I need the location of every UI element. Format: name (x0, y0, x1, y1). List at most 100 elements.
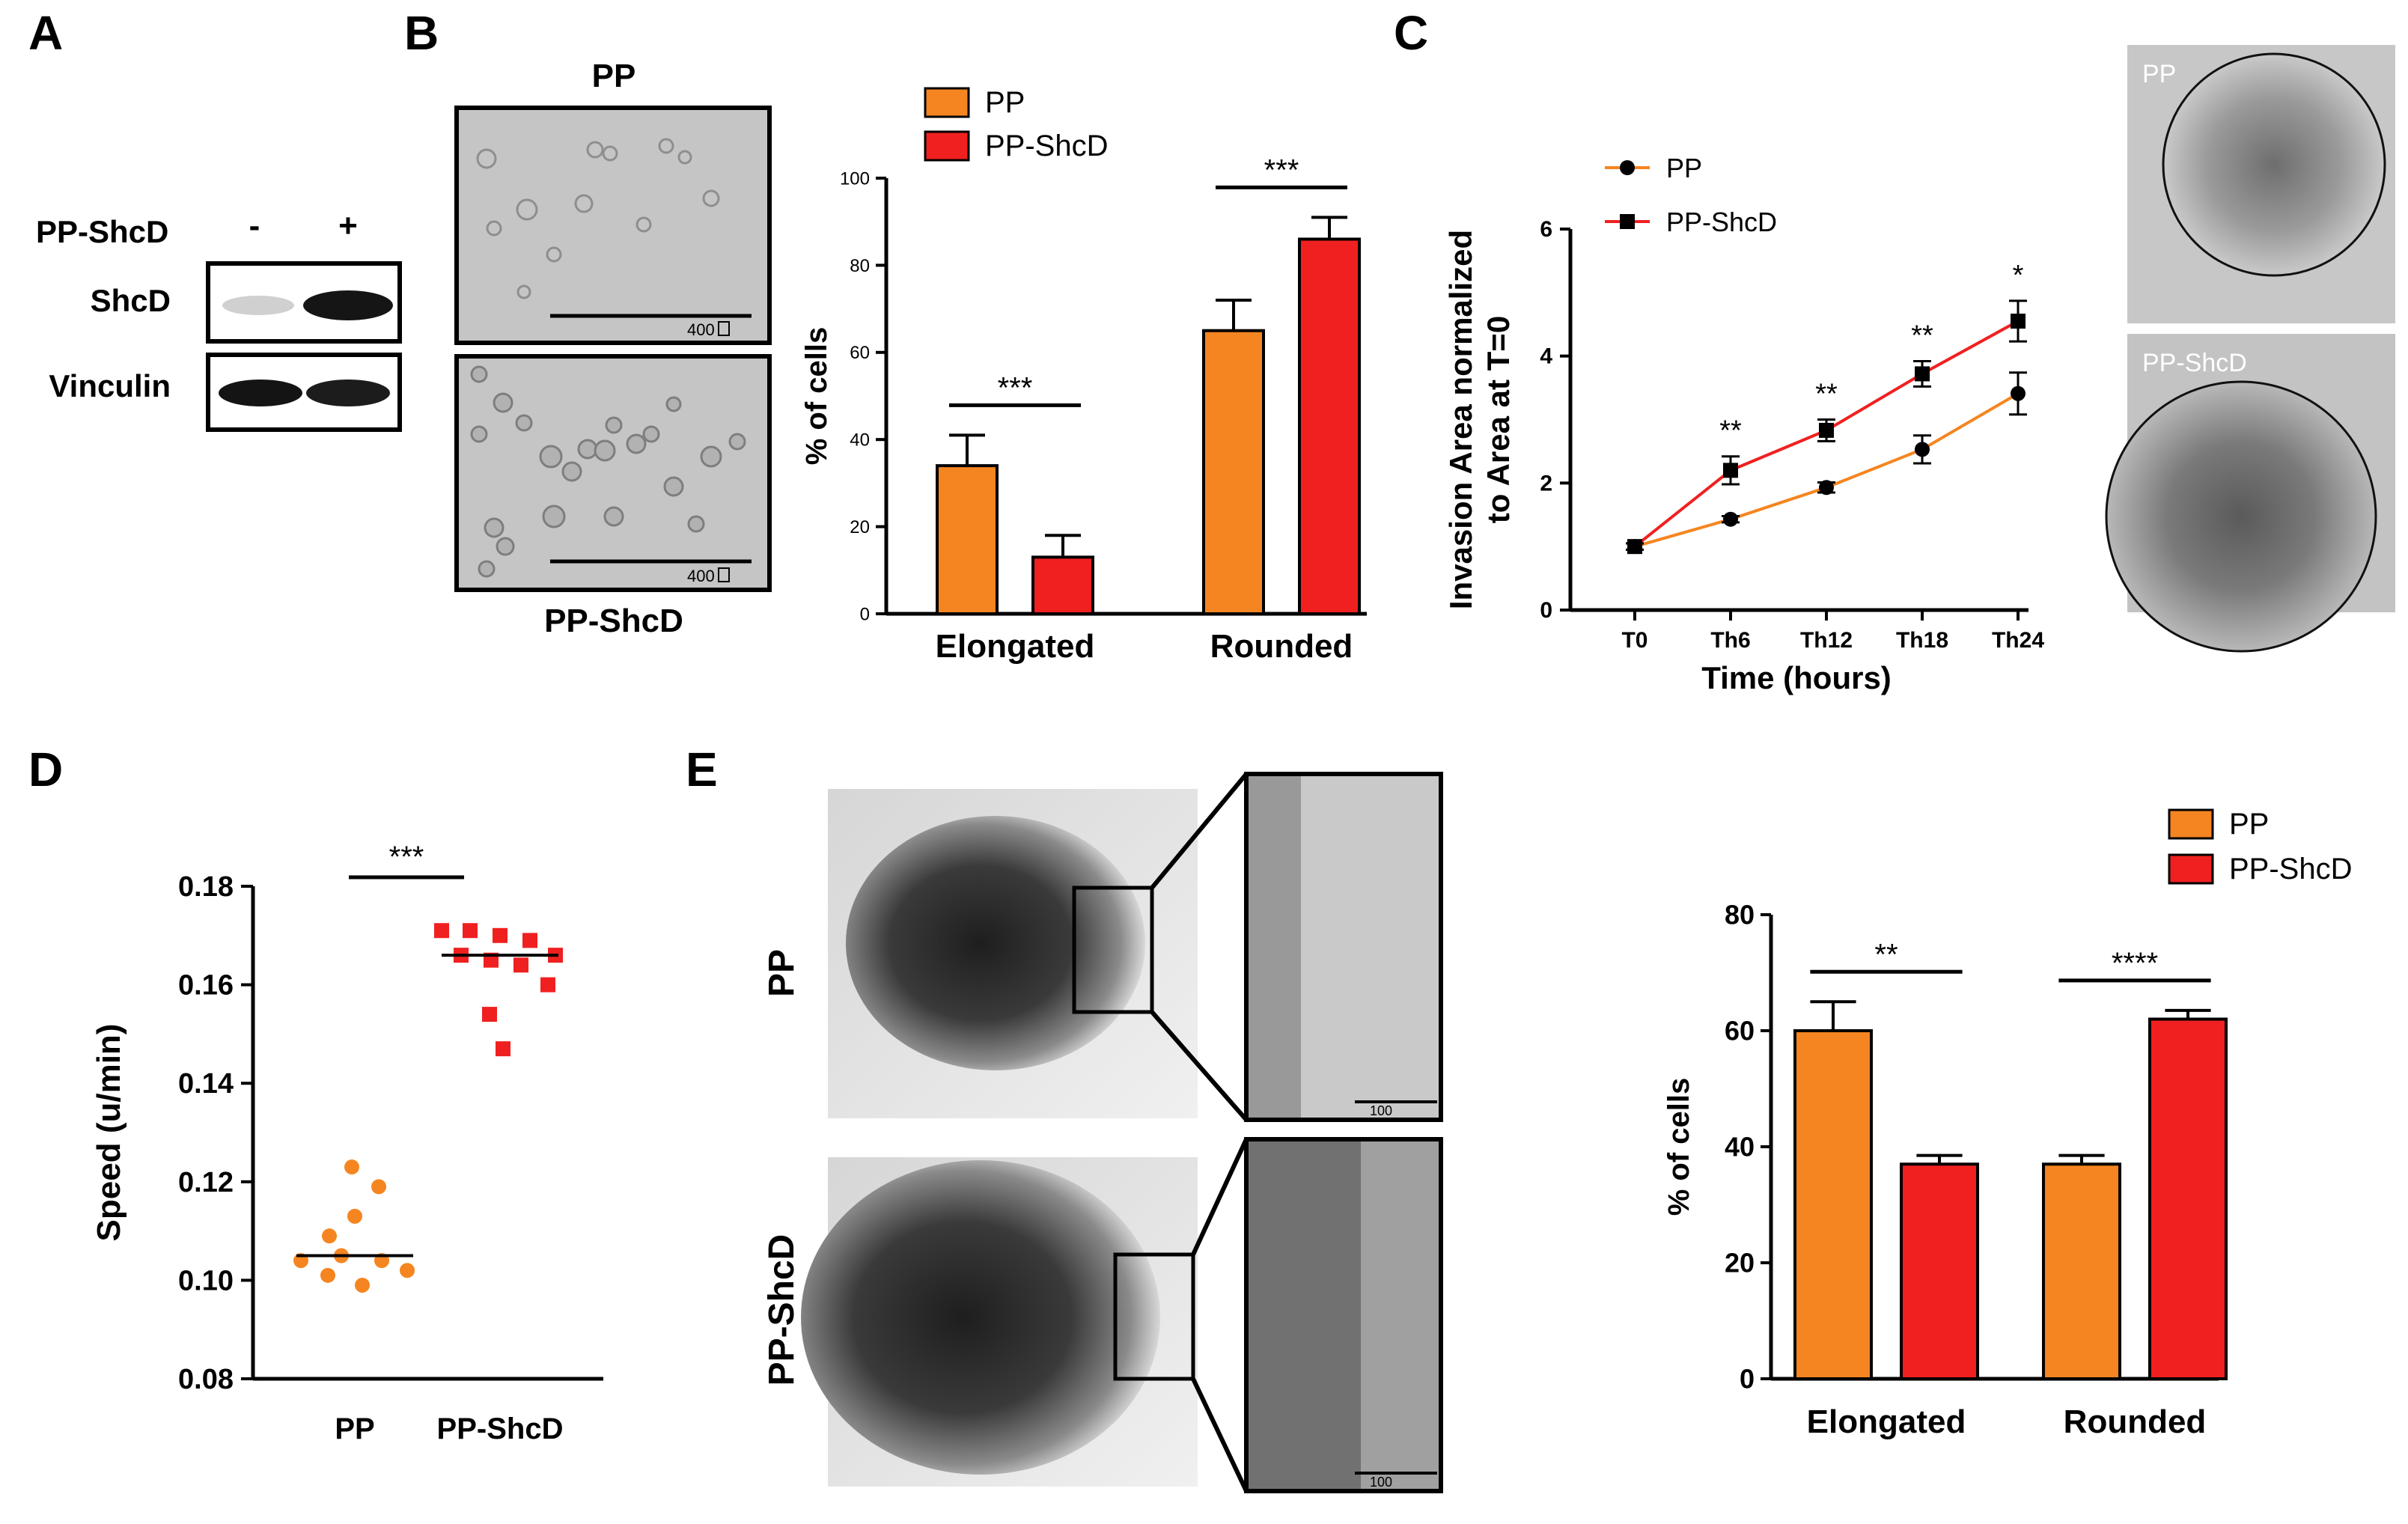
y-tick-label: 0.16 (178, 970, 234, 1002)
band-vinculin-plus (306, 380, 390, 406)
panel-label-c: C (1394, 6, 1428, 60)
panel-b-images: PP 400 400 PP-ShcD (454, 58, 772, 639)
significance-label: ** (1911, 320, 1933, 351)
chart-b-bar: 0 20 40 60 80 100 % of cells Elongated *** Rounde… (800, 86, 1367, 665)
point-ppshcd (1915, 366, 1930, 382)
panel-label-e: E (686, 743, 718, 796)
y-tick-label: 0 (1540, 598, 1552, 623)
x-tick-label: Th18 (1896, 628, 1948, 653)
y-tick-label: 80 (850, 256, 870, 276)
y-tick-label: 0.14 (178, 1068, 234, 1100)
y-tick-label: 40 (850, 430, 870, 451)
significance-label: *** (998, 371, 1033, 404)
band-shcd-minus (222, 296, 294, 315)
legend-swatch-pp (924, 87, 970, 118)
point-pp (355, 1277, 370, 1293)
zoom-box-ppshcd (1113, 1252, 1195, 1381)
blot-vinculin-label: Vinculin (49, 368, 171, 403)
band-shcd-plus (303, 290, 393, 320)
y-tick-label: 40 (1725, 1132, 1755, 1162)
y-tick-label: 60 (1725, 1016, 1755, 1046)
y-tick-label: 0.08 (178, 1364, 234, 1395)
significance-label: *** (1264, 153, 1299, 186)
scale-text-top: 400 (687, 320, 715, 339)
scale-text-e-bottom: 100 (1370, 1475, 1392, 1490)
x-tick-label: Th24 (1992, 628, 2044, 653)
row-ppshcd-label: PP-ShcD (762, 1234, 802, 1386)
lane-plus-label: + (338, 207, 358, 244)
x-tick-label: Th6 (1710, 628, 1750, 653)
significance-label: **** (2112, 947, 2158, 980)
x-tick-label: PP (335, 1412, 374, 1445)
y-tick-label: 2 (1540, 471, 1552, 496)
y-tick-label: 0 (860, 604, 870, 624)
y-tick-label: 60 (850, 343, 870, 363)
scale-unit-box-top (718, 321, 730, 336)
y-tick-label: 4 (1540, 344, 1552, 369)
panel-c-images: PP PP-ShcD (2105, 45, 2395, 653)
legend-label-pp-shcd: PP-ShcD (2229, 853, 2353, 886)
blot-row-label: PP-ShcD (36, 214, 168, 249)
zoom-line-pp-top (1150, 772, 1249, 889)
panel-e-images: PP PP-ShcD 100 100 (762, 772, 1443, 1493)
x-axis-label: Time (hours) (1701, 660, 1892, 695)
bar-pp-shcd (1298, 237, 1361, 615)
bar-pp-shcd (1900, 1162, 1979, 1380)
y-tick-label: 20 (1725, 1248, 1755, 1278)
image-bottom-label: PP-ShcD (544, 603, 683, 639)
y-axis-label: % of cells (800, 327, 833, 466)
legend-swatch-pp-shcd (2168, 853, 2214, 885)
zoom-box-pp (1072, 886, 1154, 1014)
image-top-label: PP (592, 58, 636, 94)
x-tick-label: T0 (1621, 628, 1648, 653)
point-pp (320, 1267, 335, 1283)
zoom-line-ppshcd-top (1191, 1138, 1249, 1256)
scale-text-e-top: 100 (1370, 1103, 1392, 1118)
point-ppshcd (2011, 314, 2026, 329)
x-tick-label: Elongated (936, 628, 1095, 665)
bar-pp (2042, 1162, 2121, 1380)
scale-text-bottom: 400 (687, 567, 715, 585)
series-line-pp (1634, 391, 2020, 549)
spheroid-ppshcd-label: PP-ShcD (2142, 349, 2247, 377)
y-tick-label: 0 (1740, 1364, 1755, 1395)
y-tick-label: 6 (1540, 217, 1552, 242)
point-pp (1915, 442, 1930, 457)
chart-d-scatter: 0.08 0.10 0.12 0.14 0.16 0.18 Speed (u/min) PP P… (91, 841, 603, 1445)
legend-label-pp: PP (2229, 808, 2269, 841)
spheroid-e-pp (846, 816, 1145, 1070)
legend-swatch-pp-shcd (924, 130, 970, 162)
point-ppshcd (1723, 463, 1738, 478)
point-pp (2011, 385, 2026, 401)
panel-label-d: D (28, 743, 63, 796)
x-tick-label: Th12 (1800, 628, 1853, 653)
point-pp (1723, 511, 1738, 527)
spheroid-pp-label: PP (2142, 60, 2176, 88)
micrograph-pp (454, 106, 772, 345)
point-ppshcd (463, 923, 478, 939)
bar-pp (1793, 1029, 1873, 1380)
y-tick-label: 0.18 (178, 871, 234, 903)
chart-e-bar: 0 20 40 60 80 % of cells Elongated ** Rounded ***… (1662, 808, 2353, 1440)
y-axis-label: Speed (u/min) (91, 1024, 127, 1242)
x-tick-label: Rounded (2064, 1403, 2207, 1440)
point-pp (400, 1263, 415, 1278)
y-tick-label: 20 (850, 517, 870, 537)
significance-label: ** (1719, 415, 1742, 447)
point-pp (1819, 480, 1834, 496)
significance-label: ** (1874, 938, 1898, 971)
y-tick-label: 0.12 (178, 1167, 234, 1198)
panel-label-b: B (404, 6, 439, 60)
legend-label-pp: PP (985, 86, 1025, 119)
spheroid-ppshcd (2105, 380, 2377, 653)
legend-label-pp-shcd: PP-ShcD (1666, 207, 1777, 237)
point-ppshcd (1627, 539, 1642, 555)
y-axis-label: % of cells (1662, 1078, 1695, 1216)
point-ppshcd (493, 927, 507, 943)
point-ppshcd (522, 933, 537, 948)
point-ppshcd (540, 977, 555, 993)
x-tick-label: Elongated (1807, 1403, 1966, 1440)
point-pp (344, 1159, 359, 1175)
significance-label: * (2013, 260, 2024, 291)
bar-pp-shcd (1031, 555, 1094, 616)
